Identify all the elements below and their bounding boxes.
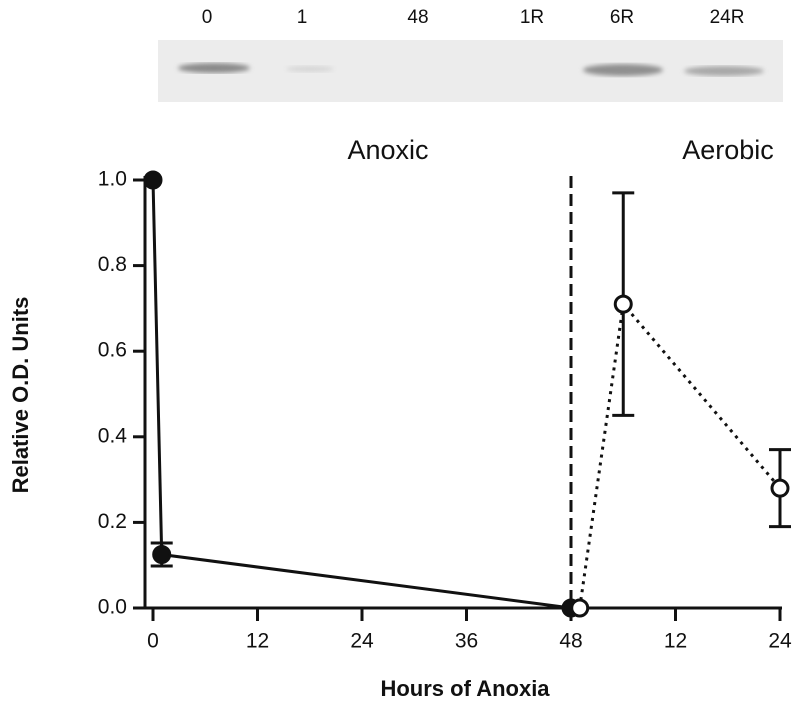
blot-lane-label: 1R: [520, 7, 544, 28]
marker: [770, 478, 790, 498]
x-tick-label: 12: [664, 630, 687, 653]
x-axis-label: Hours of Anoxia: [380, 676, 550, 701]
blot-band: [583, 64, 663, 76]
y-tick-label: 0.6: [98, 339, 127, 362]
blot-lane-label: 6R: [610, 7, 634, 28]
x-tick-label: 0: [147, 630, 159, 653]
series-line: [578, 300, 782, 609]
blot-lane-label: 24R: [710, 7, 745, 28]
marker: [570, 598, 590, 618]
series-line: [151, 179, 572, 610]
y-tick-label: 0.8: [98, 253, 127, 276]
blot-lane-label: 0: [202, 7, 213, 28]
x-tick-label: 24: [350, 630, 374, 653]
marker: [613, 294, 633, 314]
marker: [152, 545, 172, 564]
blot-lane-label: 48: [407, 7, 428, 28]
blot-lane-label: 1: [297, 7, 308, 28]
x-tick-label: 12: [246, 630, 269, 653]
y-tick-label: 0.4: [98, 424, 128, 447]
x-tick-label: 36: [455, 630, 478, 653]
y-tick-label: 1.0: [98, 168, 127, 191]
marker: [143, 170, 163, 190]
y-axis-label: Relative O.D. Units: [8, 297, 33, 494]
annotation: Anoxic: [347, 135, 428, 165]
y-tick-label: 0.0: [98, 596, 127, 619]
annotation: Aerobic: [682, 135, 774, 165]
x-tick-label: 24: [768, 630, 792, 653]
blot-band: [684, 66, 764, 76]
y-tick-label: 0.2: [98, 510, 127, 533]
blot-band: [286, 66, 334, 72]
blot-band: [178, 63, 250, 73]
blot-image: [158, 40, 783, 102]
x-tick-label: 48: [559, 630, 582, 653]
